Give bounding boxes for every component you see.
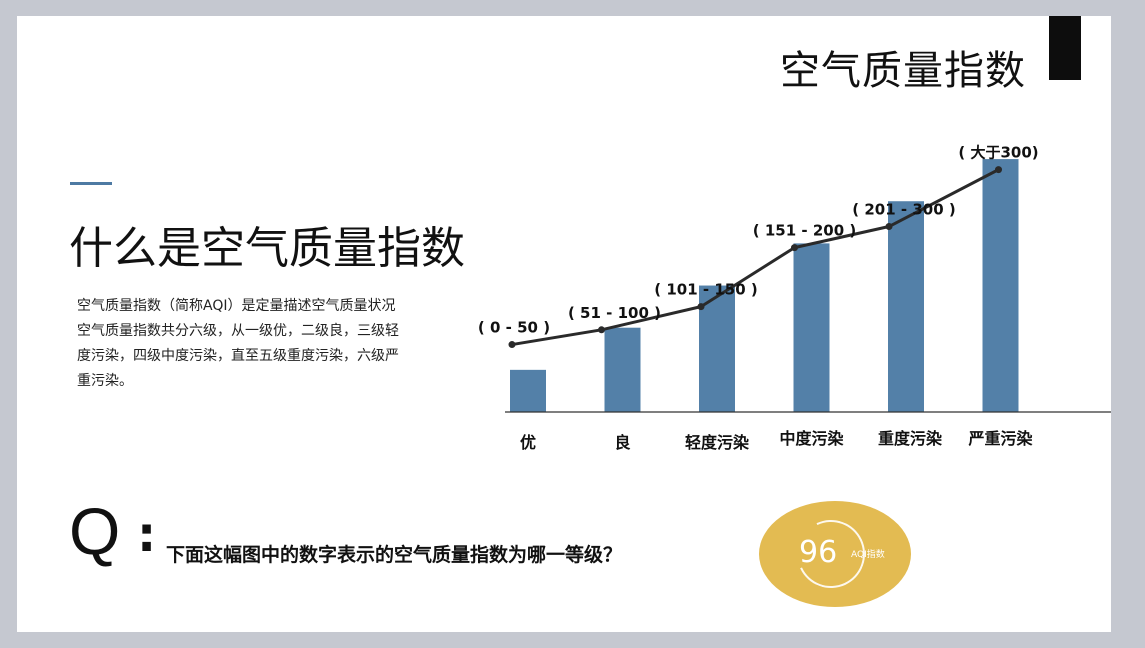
- trend-line: [511, 168, 1000, 347]
- range-label-4: ( 201 - 300 ): [852, 201, 955, 219]
- bar-5: [982, 159, 1019, 412]
- range-label-0: ( 0 - 50 ): [478, 319, 550, 337]
- category-label-5: 严重污染: [967, 429, 1033, 448]
- category-label-4: 重度污染: [878, 429, 943, 448]
- bar-0: [510, 369, 546, 412]
- aqi-badge: 96 AQI指数: [759, 501, 911, 607]
- trend-point-2: [697, 303, 705, 311]
- trend-point-4: [885, 223, 893, 231]
- description-line-2: 空气质量指数共分六级，从一级优，二级良，三级轻度污染，四级中度污染，直至五级重度…: [77, 323, 399, 389]
- description: 空气质量指数（简称AQI）是定量描述空气质量状况 空气质量指数共分六级，从一级优…: [77, 294, 407, 394]
- range-label-2: ( 101 - 150 ): [654, 281, 757, 299]
- range-label-5: ( 大于300): [958, 144, 1038, 162]
- trend-point-1: [598, 326, 605, 334]
- aqi-label: AQI指数: [851, 550, 885, 560]
- category-label-0: 优: [520, 433, 536, 452]
- header-accent-bar: [1049, 16, 1081, 80]
- bar-2: [699, 285, 735, 412]
- question-letter: Q: [69, 494, 121, 568]
- main-heading: 什么是空气质量指数: [69, 223, 465, 274]
- bar-4: [888, 201, 924, 412]
- bar-1: [604, 327, 641, 412]
- aqi-bar-chart: ( 0 - 50 ) ( 51 - 100 ) ( 101 - 150 ) ( 151…: [478, 144, 1111, 452]
- header-title: 空气质量指数: [780, 48, 1026, 94]
- category-label-3: 中度污染: [779, 429, 844, 448]
- description-line-1: 空气质量指数（简称AQI）是定量描述空气质量状况: [77, 298, 396, 314]
- question-colon: :: [137, 507, 157, 563]
- category-label-2: 轻度污染: [685, 433, 750, 452]
- range-label-1: ( 51 - 100 ): [568, 304, 661, 322]
- aqi-value: 96: [799, 535, 838, 570]
- trend-point-0: [508, 341, 516, 349]
- trend-point-5: [995, 166, 1002, 174]
- slide: 空气质量指数 什么是空气质量指数 空气质量指数（简称AQI）是定量描述空气质量状…: [17, 16, 1111, 632]
- bar-3: [793, 243, 830, 412]
- category-label-1: 良: [614, 433, 630, 452]
- range-label-3: ( 151 - 200 ): [753, 222, 856, 240]
- question-text: 下面这幅图中的数字表示的空气质量指数为哪一等级？: [166, 544, 623, 566]
- trend-point-3: [791, 244, 798, 252]
- heading-accent-line: [70, 182, 112, 185]
